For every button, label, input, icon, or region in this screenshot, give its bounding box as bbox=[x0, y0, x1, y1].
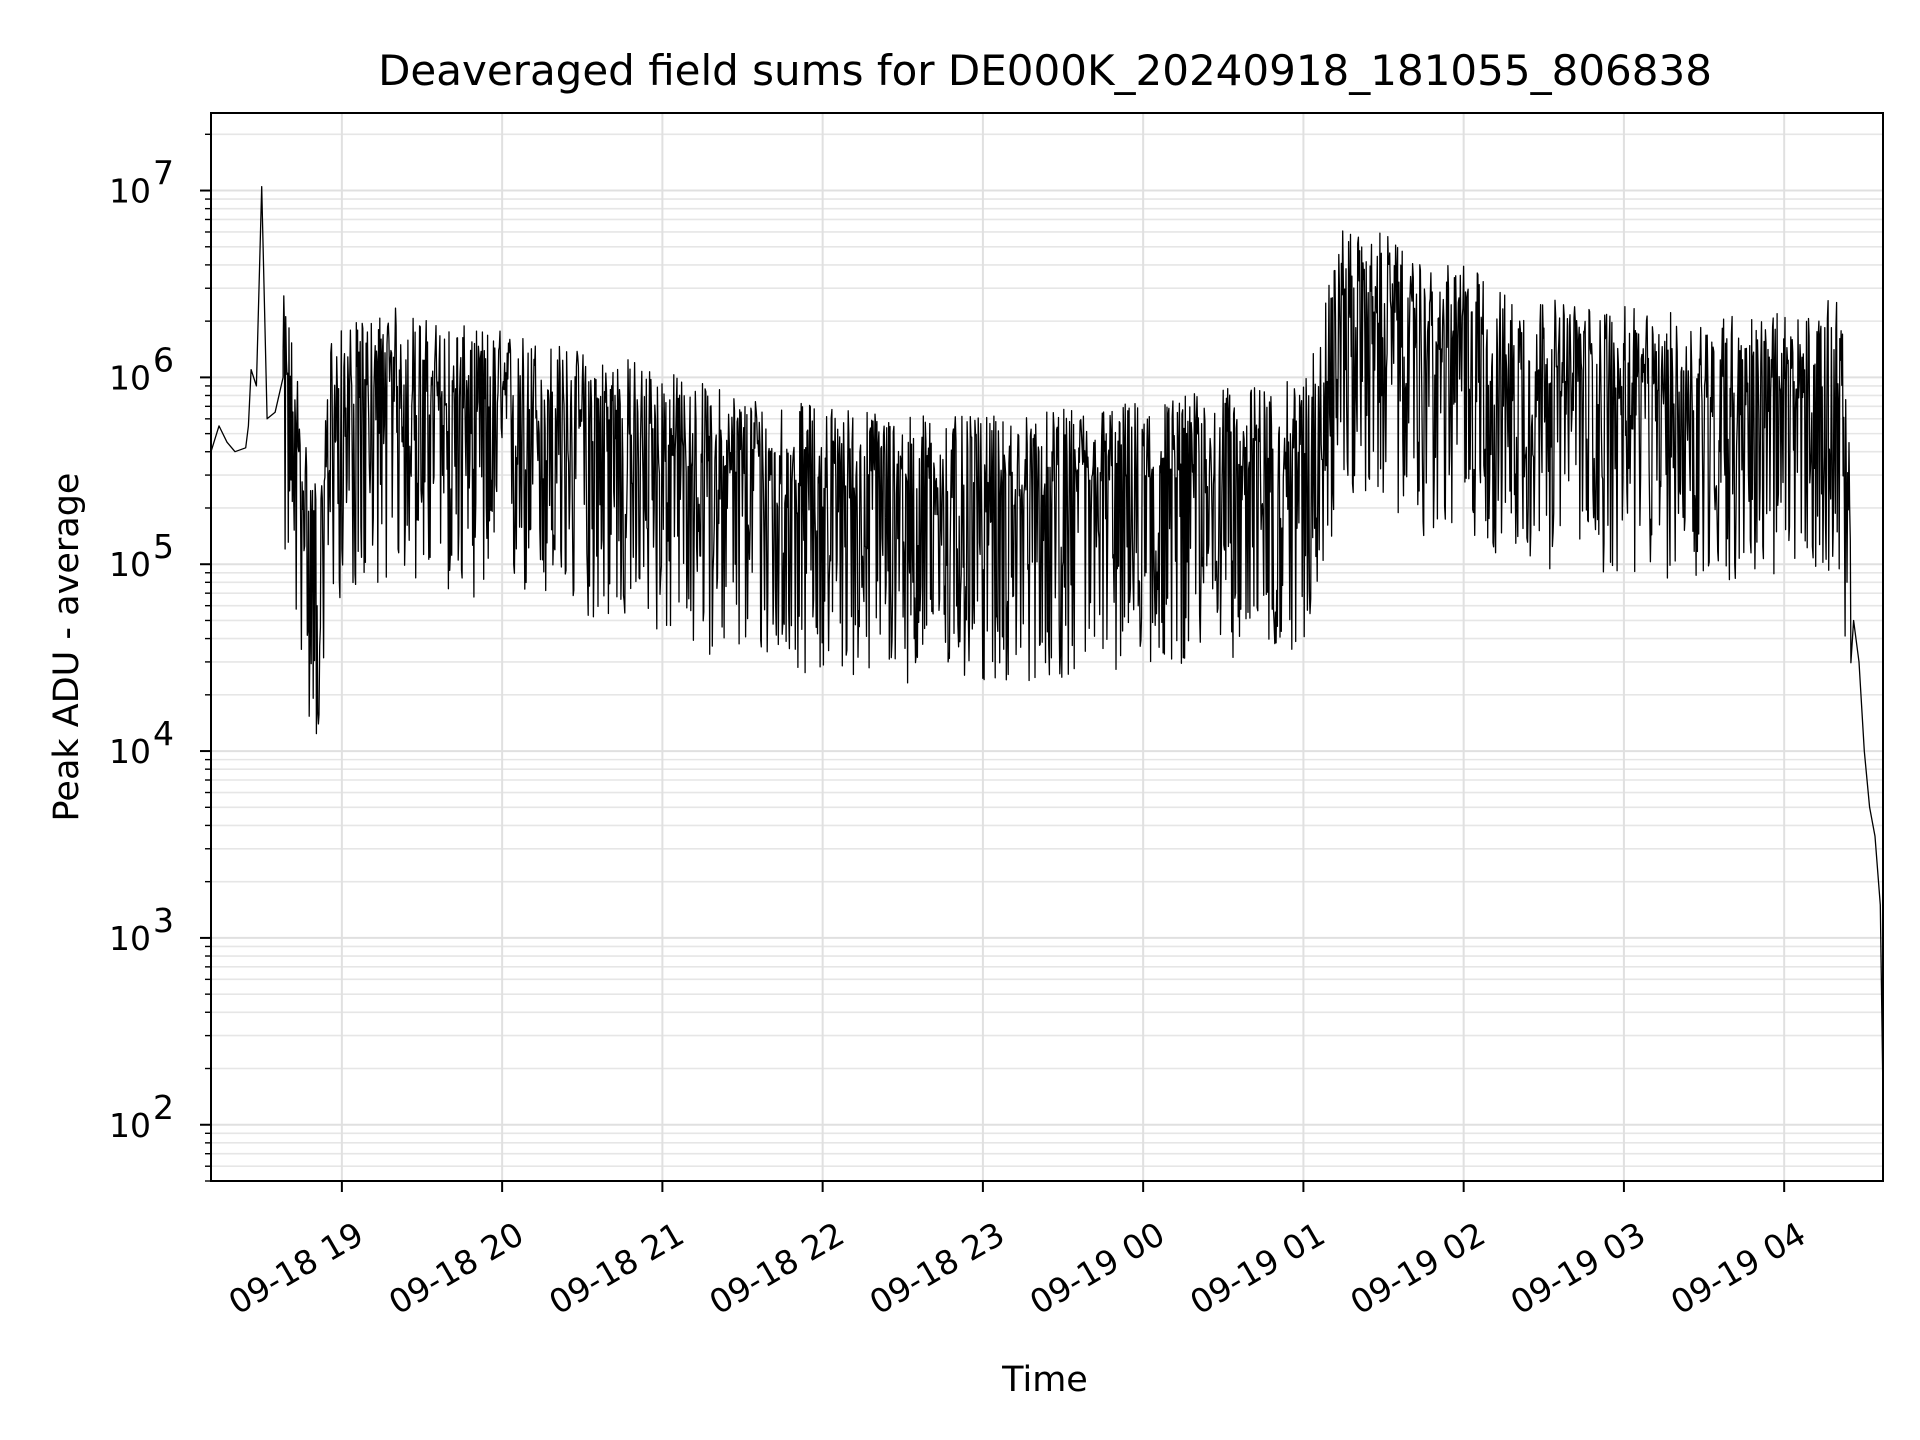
data-trace bbox=[210, 185, 1884, 1098]
y-tick-label: 10 bbox=[109, 919, 151, 958]
y-tick-exponent: 7 bbox=[153, 154, 174, 193]
x-tick-label: 09-19 00 bbox=[1023, 1214, 1171, 1322]
x-tick-label: 09-18 20 bbox=[382, 1214, 530, 1322]
y-axis-label: Peak ADU - average bbox=[47, 473, 87, 822]
x-tick-label: 09-19 03 bbox=[1504, 1214, 1652, 1322]
x-tick-label: 09-18 21 bbox=[542, 1214, 690, 1322]
x-tick-label: 09-19 04 bbox=[1664, 1214, 1812, 1322]
y-tick-label: 10 bbox=[109, 358, 151, 397]
x-axis: 09-18 19 09-18 20 09-18 21 09-18 22 09-18 23… bbox=[222, 1181, 1812, 1322]
x-tick-label: 09-19 01 bbox=[1183, 1214, 1331, 1322]
series-line bbox=[210, 185, 1884, 1098]
x-tick-label: 09-18 23 bbox=[863, 1214, 1011, 1322]
x-tick-label: 09-18 19 bbox=[222, 1214, 370, 1322]
plot-frame bbox=[210, 112, 1884, 1182]
y-tick-label: 10 bbox=[109, 732, 151, 771]
x-axis-label: Time bbox=[1001, 1360, 1088, 1400]
y-tick-label: 10 bbox=[109, 545, 151, 584]
y-tick-label: 10 bbox=[109, 1106, 151, 1145]
x-tick-label: 09-18 22 bbox=[703, 1214, 851, 1322]
chart-title: Deaveraged field sums for DE000K_2024091… bbox=[378, 46, 1712, 95]
y-tick-exponent: 4 bbox=[153, 714, 174, 753]
y-tick-exponent: 2 bbox=[153, 1088, 174, 1127]
y-tick-exponent: 5 bbox=[153, 527, 174, 566]
grid-lines bbox=[211, 113, 1883, 1182]
y-tick-label: 10 bbox=[109, 172, 151, 211]
y-tick-exponent: 6 bbox=[153, 340, 174, 379]
x-tick-label: 09-19 02 bbox=[1344, 1214, 1492, 1322]
y-tick-exponent: 3 bbox=[153, 901, 174, 940]
